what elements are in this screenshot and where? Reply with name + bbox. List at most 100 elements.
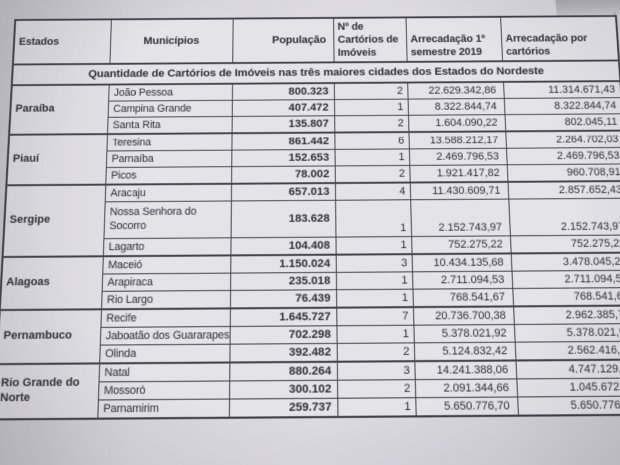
- population-cell: 407.472: [231, 99, 335, 117]
- col-header-estados: Estados: [12, 19, 111, 65]
- population-cell: 152.653: [231, 149, 335, 167]
- revenue-cell: 11.430.609,71: [409, 181, 509, 200]
- city-cell: Jaboatão dos Guararapes: [99, 326, 230, 346]
- city-cell: Recife: [100, 308, 230, 328]
- offices-cell: 3: [335, 254, 413, 273]
- offices-cell: 1: [335, 271, 413, 290]
- population-cell: 702.298: [229, 325, 337, 345]
- population-cell: 259.737: [228, 398, 338, 418]
- revenue-cell: 768.541,67: [412, 288, 514, 308]
- col-header-arrecadacao: Arrecadação 1º semestre 2019: [405, 16, 503, 62]
- city-cell: Rio Largo: [101, 290, 231, 310]
- revenue-per-office-cell: 2.711.094,53: [511, 270, 620, 289]
- city-cell: Lagarto: [102, 237, 231, 257]
- revenue-cell: 2.152.743,97: [410, 199, 510, 237]
- offices-cell: 2: [337, 379, 416, 399]
- revenue-cell: 5.650.776,70: [415, 396, 518, 417]
- revenue-cell: 10.434.135,68: [411, 253, 512, 272]
- revenue-per-office-cell: 2.264.702,03: [505, 130, 620, 149]
- city-cell: Mossoró: [97, 380, 230, 400]
- population-cell: 880.264: [229, 361, 338, 381]
- revenue-per-office-cell: 5.378.021,92: [513, 323, 620, 343]
- offices-cell: 4: [334, 182, 411, 201]
- offices-cell: 7: [336, 307, 414, 326]
- city-cell: Picos: [105, 166, 232, 185]
- revenue-per-office-cell: 960.708,91: [506, 163, 620, 182]
- population-cell: 1.645.727: [229, 307, 337, 327]
- revenue-per-office-cell: 2.562.416,21: [514, 341, 620, 361]
- offices-cell: 2: [334, 115, 409, 133]
- city-cell: Arapiraca: [101, 273, 231, 292]
- population-cell: 300.102: [229, 380, 338, 400]
- table-header-row: Estados Municípios População Nº de Cartó…: [12, 16, 619, 65]
- col-header-populacao: População: [232, 17, 334, 64]
- city-cell: Parnaíba: [105, 150, 232, 168]
- city-cell: Maceió: [102, 255, 231, 275]
- population-cell: 183.628: [230, 200, 336, 238]
- revenue-per-office-cell: 8.322.844,74: [503, 97, 620, 115]
- population-cell: 78.002: [231, 165, 335, 184]
- offices-cell: 2: [336, 342, 415, 362]
- revenue-cell: 5.124.832,42: [413, 342, 516, 362]
- state-cell: Piauí: [6, 134, 108, 186]
- population-cell: 235.018: [230, 272, 337, 291]
- offices-cell: 1: [337, 397, 416, 417]
- offices-cell: 1: [333, 99, 409, 116]
- population-cell: 861.442: [231, 132, 335, 151]
- state-cell: Pernambuco: [0, 309, 102, 365]
- population-cell: 135.807: [231, 115, 335, 134]
- revenue-per-office-cell: 5.650.776,70: [517, 396, 620, 416]
- state-cell: Sergipe: [2, 184, 106, 257]
- revenue-per-office-cell: 2.469.796,53: [506, 147, 620, 165]
- revenue-cell: 2.091.344,66: [414, 378, 518, 398]
- revenue-cell: 2.711.094,53: [412, 271, 513, 290]
- offices-cell: 2: [334, 165, 410, 184]
- col-header-municipios: Municípios: [109, 18, 233, 64]
- revenue-cell: 752.275,22: [411, 235, 511, 255]
- revenue-cell: 22.629.342,86: [407, 81, 504, 100]
- col-header-arrecadacao-por: Arrecadação por cartórios: [500, 16, 619, 62]
- revenue-cell: 1.604.090,22: [408, 114, 506, 133]
- revenue-per-office-cell: 2.857.652,43: [507, 181, 620, 200]
- population-cell: 392.482: [229, 343, 337, 363]
- revenue-per-office-cell: 768.541,67: [512, 287, 620, 307]
- population-cell: 76.439: [229, 289, 337, 309]
- col-header-cartorios: Nº de Cartórios de Imóveis: [333, 17, 407, 63]
- offices-cell: 1: [336, 289, 413, 308]
- registry-table: Quantidade de Cartórios de Imóveis nas t…: [0, 15, 620, 421]
- population-cell: 800.323: [231, 83, 334, 101]
- revenue-cell: 8.322.844,74: [407, 98, 505, 116]
- offices-cell: 3: [336, 361, 415, 381]
- offices-cell: 1: [336, 325, 414, 344]
- state-cell: Rio Grande do Norte: [0, 363, 100, 420]
- city-cell: João Pessoa: [108, 83, 233, 102]
- city-cell: Santa Rita: [107, 116, 232, 135]
- offices-cell: 2: [333, 82, 408, 100]
- city-cell: Olinda: [99, 344, 230, 364]
- population-cell: 104.408: [230, 237, 336, 256]
- revenue-cell: 2.469.796,53: [408, 148, 507, 166]
- revenue-per-office-cell: 4.747.129,35: [515, 359, 620, 379]
- city-cell: Aracaju: [104, 183, 232, 202]
- revenue-cell: 5.378.021,92: [413, 324, 515, 343]
- city-cell: Nossa Senhora do Socorro: [103, 200, 231, 239]
- city-cell: Parnamirim: [97, 399, 230, 419]
- offices-cell: 1: [335, 199, 412, 238]
- revenue-cell: 13.588.212,17: [408, 131, 507, 149]
- revenue-cell: 14.241.388,06: [414, 360, 517, 380]
- revenue-per-office-cell: 3.478.045,23: [510, 252, 620, 272]
- city-cell: Campina Grande: [107, 100, 232, 118]
- population-cell: 657.013: [230, 183, 336, 201]
- revenue-per-office-cell: 2.962.385,77: [513, 305, 620, 325]
- population-cell: 1.150.024: [230, 254, 336, 274]
- revenue-cell: 20.736.700,38: [412, 306, 514, 326]
- offices-cell: 1: [334, 148, 410, 166]
- state-cell: Paraíba: [9, 84, 109, 135]
- city-cell: Teresina: [106, 133, 232, 151]
- offices-cell: 6: [334, 132, 409, 150]
- revenue-per-office-cell: 752.275,22: [509, 235, 620, 254]
- state-cell: Alagoas: [0, 256, 103, 311]
- revenue-per-office-cell: 1.045.672,33: [516, 378, 620, 397]
- revenue-per-office-cell: 802.045,11: [504, 113, 620, 132]
